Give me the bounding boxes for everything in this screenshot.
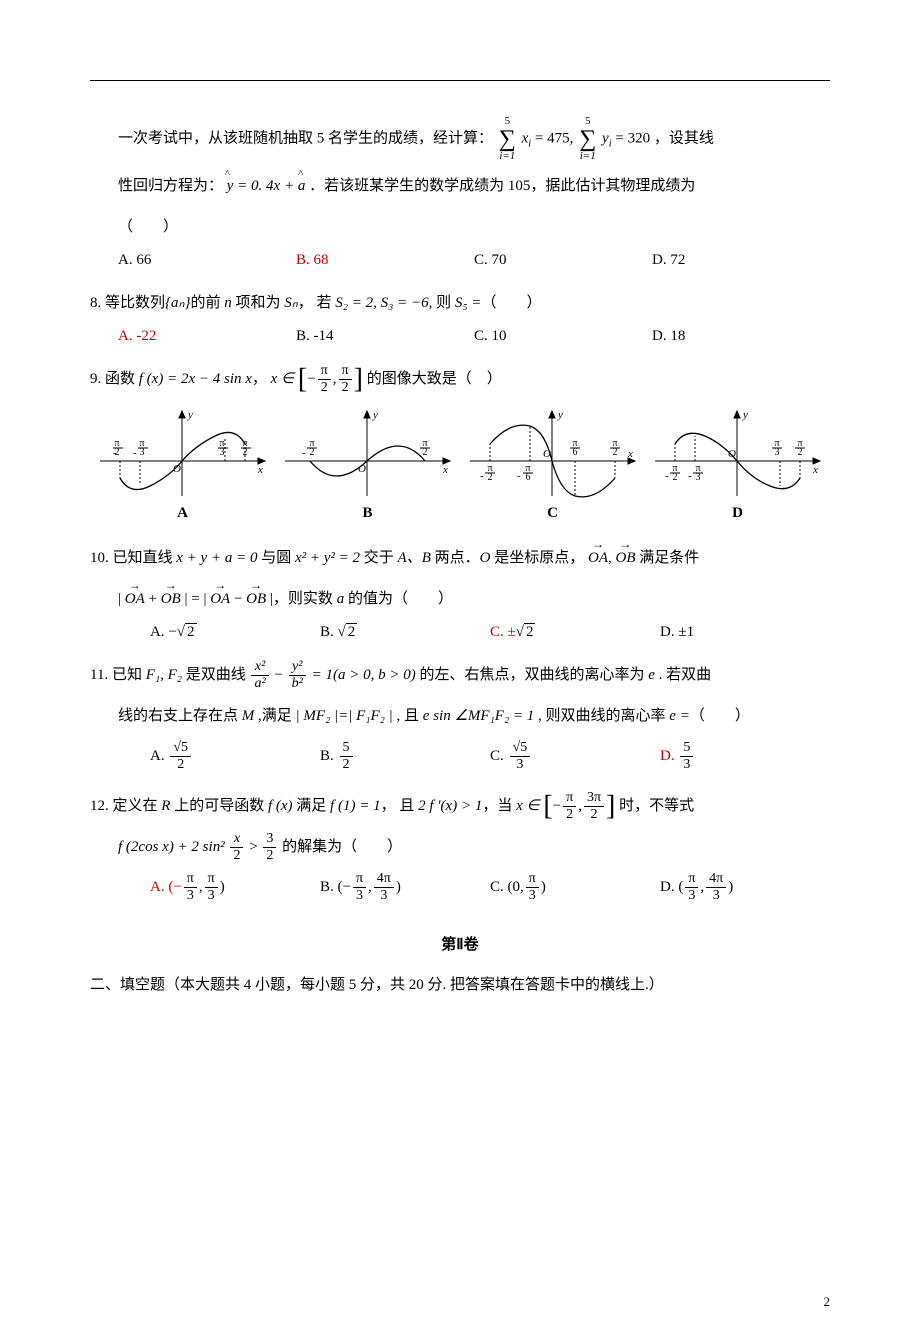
- q10-opt-b: B. √2: [320, 624, 490, 641]
- q7-regression-eq: ^ y = 0. 4x + a ^: [227, 170, 306, 203]
- q9-stem: 9. 函数 f (x) = 2x − 4 sin x， x ∈ [−π2,π2]…: [90, 363, 830, 396]
- q11-stem: 11. 已知 F₁, F₂ 是双曲线 x²a² − y²b² = 1(a > 0…: [90, 659, 830, 692]
- q10-opt-a: A. −√2: [150, 624, 320, 641]
- svg-text:x: x: [442, 464, 448, 476]
- top-rule: [90, 80, 830, 81]
- svg-text:-: -: [688, 470, 692, 482]
- q8-opt-b: B. -14: [296, 328, 474, 345]
- svg-text:x: x: [812, 464, 818, 476]
- q12-opt-d: D. (π3,4π3): [660, 872, 830, 903]
- svg-text:-: -: [480, 470, 484, 482]
- q11-opt-b: B. 52: [320, 741, 490, 772]
- q9-graph-a: - π2 - π3 π3 π2 O y x A: [90, 406, 275, 522]
- q8-opt-d: D. 18: [652, 328, 830, 345]
- q8-options: A. -22 B. -14 C. 10 D. 18: [118, 328, 830, 345]
- q7-text1: 一次考试中，从该班随机抽取 5 名学生的成绩，经计算：: [118, 130, 493, 146]
- sum-icon: 5 ∑ i=1: [579, 116, 596, 162]
- svg-text:y: y: [557, 409, 563, 421]
- q10-options: A. −√2 B. √2 C. ±√2 D. ±1: [150, 624, 830, 641]
- q7-blank: （ ）: [90, 211, 830, 244]
- svg-text:y: y: [372, 409, 378, 421]
- q7-line2: 性回归方程为： ^ y = 0. 4x + a ^ ．若该班某学生的数学成绩为 …: [90, 170, 830, 203]
- q12-line2: f (2cos x) + 2 sin² x2 > 32 的解集为（ ）: [90, 831, 830, 864]
- q7-opt-b: B. 68: [296, 252, 474, 269]
- section-2-title: 第Ⅱ卷: [90, 933, 830, 954]
- svg-text:y: y: [742, 409, 748, 421]
- q10-opt-c: C. ±√2: [490, 624, 660, 641]
- section-2-fill-heading: 二、填空题（本大题共 4 小题，每小题 5 分，共 20 分. 把答案填在答题卡…: [90, 969, 830, 1002]
- svg-text:-: -: [133, 447, 137, 459]
- q11-options: A. √52 B. 52 C. √53 D. 53: [150, 741, 830, 772]
- page-number: 2: [824, 1294, 831, 1310]
- svg-text:O: O: [728, 448, 736, 460]
- q11-line2: 线的右支上存在点 M ,满足 | MF₂ |=| F₁F₂ | , 且 e si…: [90, 700, 830, 733]
- svg-text:O: O: [543, 448, 551, 460]
- q12-opt-a: A. (−π3,π3): [150, 872, 320, 903]
- page: 一次考试中，从该班随机抽取 5 名学生的成绩，经计算： 5 ∑ i=1 xi =…: [0, 0, 920, 1340]
- vector-ob: OB: [616, 542, 636, 575]
- svg-text:x: x: [257, 464, 263, 476]
- q11-opt-c: C. √53: [490, 741, 660, 772]
- q12-stem: 12. 定义在 R 上的可导函数 f (x) 满足 f (1) = 1， 且 2…: [90, 790, 830, 823]
- q9-graph-b: - π2 π2 O y x B: [275, 406, 460, 522]
- q9-graph-c: - π2 - π6 π6 π2 O y x C: [460, 406, 645, 522]
- svg-text:x: x: [627, 448, 633, 460]
- q12-opt-b: B. (−π3,4π3): [320, 872, 490, 903]
- sum-icon: 5 ∑ i=1: [499, 116, 516, 162]
- svg-text:O: O: [173, 463, 181, 475]
- svg-text:-: -: [302, 447, 306, 459]
- q7-options: A. 66 B. 68 C. 70 D. 72: [118, 252, 830, 269]
- vector-oa: OA: [588, 542, 608, 575]
- svg-text:O: O: [358, 463, 366, 475]
- q12-opt-c: C. (0,π3): [490, 872, 660, 903]
- q10-stem: 10. 已知直线 x + y + a = 0 与圆 x² + y² = 2 交于…: [90, 542, 830, 575]
- q9-figure-row: - π2 - π3 π3 π2 O y x A - π2: [90, 406, 830, 522]
- q11-opt-a: A. √52: [150, 741, 320, 772]
- q7-line1: 一次考试中，从该班随机抽取 5 名学生的成绩，经计算： 5 ∑ i=1 xi =…: [90, 116, 830, 162]
- q11-opt-d: D. 53: [660, 741, 830, 772]
- q12-options: A. (−π3,π3) B. (−π3,4π3) C. (0,π3) D. (π…: [150, 872, 830, 903]
- q8-stem: 8. 等比数列{aₙ}的前 n 项和为 Sₙ， 若 S₂ = 2, S₃ = −…: [90, 287, 830, 320]
- q10-opt-d: D. ±1: [660, 624, 830, 641]
- q9-graph-d: - π2 - π3 π3 π2 O y x D: [645, 406, 830, 522]
- q7-opt-c: C. 70: [474, 252, 652, 269]
- q10-condition: | OA + OB | = | OA − OB |，则实数 a 的值为（ ）: [90, 583, 830, 616]
- q8-opt-a: A. -22: [118, 328, 296, 345]
- svg-text:-: -: [665, 470, 669, 482]
- q7-opt-a: A. 66: [118, 252, 296, 269]
- svg-text:-: -: [517, 470, 521, 482]
- q7-opt-d: D. 72: [652, 252, 830, 269]
- svg-text:y: y: [187, 409, 193, 421]
- q8-opt-c: C. 10: [474, 328, 652, 345]
